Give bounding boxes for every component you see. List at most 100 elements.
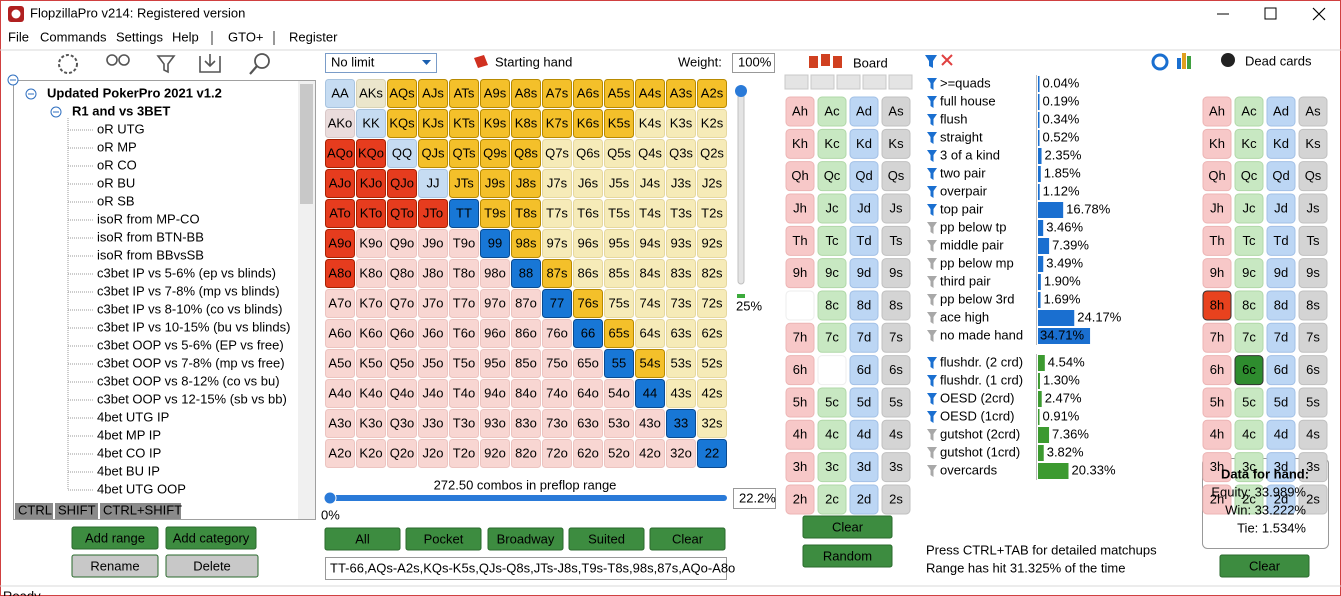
import-icon[interactable]: [199, 54, 221, 73]
hand-cell[interactable]: [511, 319, 541, 348]
dead-card[interactable]: [1266, 96, 1296, 127]
board-card[interactable]: [817, 258, 847, 289]
hand-cell[interactable]: [604, 439, 634, 468]
board-card[interactable]: [849, 290, 879, 321]
dead-card[interactable]: [1234, 322, 1264, 353]
hand-cell[interactable]: [511, 439, 541, 468]
hand-cell[interactable]: [480, 319, 510, 348]
dead-card[interactable]: [1266, 387, 1296, 418]
hand-cell[interactable]: [418, 379, 448, 408]
hand-cell[interactable]: [480, 289, 510, 318]
hand-cell[interactable]: [325, 259, 355, 288]
dead-card[interactable]: [1234, 484, 1264, 515]
board-clear-button[interactable]: [802, 515, 893, 539]
board-card[interactable]: [817, 161, 847, 192]
hand-cell[interactable]: [604, 379, 634, 408]
hand-cell[interactable]: [480, 229, 510, 258]
menu-item[interactable]: GTO+: [228, 29, 264, 44]
hand-cell[interactable]: [356, 79, 386, 108]
stat-filter-icon[interactable]: [927, 222, 937, 234]
settings-icon[interactable]: [58, 54, 78, 74]
hand-cell[interactable]: [387, 79, 417, 108]
stat-filter-icon[interactable]: [927, 78, 937, 90]
tree-item[interactable]: oR MP: [97, 139, 137, 154]
board-slot[interactable]: [862, 74, 887, 90]
board-card[interactable]: [817, 355, 847, 386]
range-select-button[interactable]: [405, 527, 482, 551]
stat-filter-icon[interactable]: [927, 375, 937, 387]
tree-group[interactable]: R1 and vs 3BET: [72, 103, 170, 118]
hand-cell[interactable]: [635, 409, 665, 438]
hand-cell[interactable]: [418, 319, 448, 348]
hand-cell[interactable]: [387, 439, 417, 468]
hand-cell[interactable]: [418, 139, 448, 168]
hand-cell[interactable]: [635, 349, 665, 378]
hand-cell[interactable]: [356, 109, 386, 138]
hand-cell[interactable]: [604, 289, 634, 318]
board-random-button[interactable]: [802, 544, 893, 568]
stat-name[interactable]: overpair: [940, 183, 988, 198]
hand-cell[interactable]: [542, 289, 572, 318]
hand-cell[interactable]: [511, 199, 541, 228]
close-button[interactable]: [1312, 7, 1326, 21]
board-card[interactable]: [881, 387, 911, 418]
board-card[interactable]: [881, 290, 911, 321]
hand-cell[interactable]: [511, 379, 541, 408]
hand-cell[interactable]: [604, 169, 634, 198]
hand-cell[interactable]: [666, 379, 696, 408]
hand-cell[interactable]: [604, 79, 634, 108]
filter-icon[interactable]: [925, 55, 937, 68]
filter-icon[interactable]: [156, 55, 176, 74]
stat-name[interactable]: gutshot (2crd): [940, 426, 1020, 441]
dead-card[interactable]: [1266, 452, 1296, 483]
weight-slider-track[interactable]: [737, 87, 745, 285]
tree-item[interactable]: oR UTG: [97, 121, 145, 136]
hand-cell[interactable]: [635, 199, 665, 228]
hand-cell[interactable]: [325, 229, 355, 258]
hand-cell[interactable]: [542, 349, 572, 378]
board-card[interactable]: [881, 322, 911, 353]
dead-card[interactable]: [1266, 258, 1296, 289]
hand-cell[interactable]: [635, 139, 665, 168]
dead-card[interactable]: [1234, 193, 1264, 224]
dead-card[interactable]: [1234, 355, 1264, 386]
hand-cell[interactable]: [449, 199, 479, 228]
stat-name[interactable]: OESD (2crd): [940, 390, 1014, 405]
dead-card[interactable]: [1234, 258, 1264, 289]
hand-cell[interactable]: [573, 139, 603, 168]
stat-name[interactable]: pp below tp: [940, 219, 1007, 234]
hand-cell[interactable]: [511, 229, 541, 258]
dead-card[interactable]: [1202, 452, 1232, 483]
hand-cell[interactable]: [542, 109, 572, 138]
hand-cell[interactable]: [666, 259, 696, 288]
dead-card[interactable]: [1202, 484, 1232, 515]
hand-cell[interactable]: [666, 79, 696, 108]
stat-name[interactable]: middle pair: [940, 237, 1004, 252]
hand-cell[interactable]: [511, 139, 541, 168]
hand-cell[interactable]: [511, 289, 541, 318]
hand-cell[interactable]: [449, 169, 479, 198]
hand-cell[interactable]: [418, 439, 448, 468]
hand-cell[interactable]: [356, 139, 386, 168]
board-card[interactable]: [849, 484, 879, 515]
board-card[interactable]: [817, 193, 847, 224]
hand-cell[interactable]: [604, 319, 634, 348]
hand-cell[interactable]: [387, 379, 417, 408]
hand-cell[interactable]: [511, 79, 541, 108]
stat-filter-icon[interactable]: [927, 240, 937, 252]
dead-card[interactable]: [1202, 419, 1232, 450]
hand-cell[interactable]: [697, 289, 727, 318]
rename-button[interactable]: [71, 554, 159, 578]
hand-cell[interactable]: [635, 259, 665, 288]
hand-cell[interactable]: [511, 409, 541, 438]
hand-cell[interactable]: [604, 199, 634, 228]
hand-cell[interactable]: [449, 259, 479, 288]
dead-card[interactable]: [1298, 96, 1328, 127]
dead-card[interactable]: [1234, 225, 1264, 256]
tree-item[interactable]: 4bet UTG OOP: [97, 481, 186, 496]
board-card[interactable]: [849, 355, 879, 386]
hand-cell[interactable]: [542, 319, 572, 348]
dead-card[interactable]: [1266, 225, 1296, 256]
stat-filter-icon[interactable]: [927, 393, 937, 405]
board-card[interactable]: [817, 322, 847, 353]
